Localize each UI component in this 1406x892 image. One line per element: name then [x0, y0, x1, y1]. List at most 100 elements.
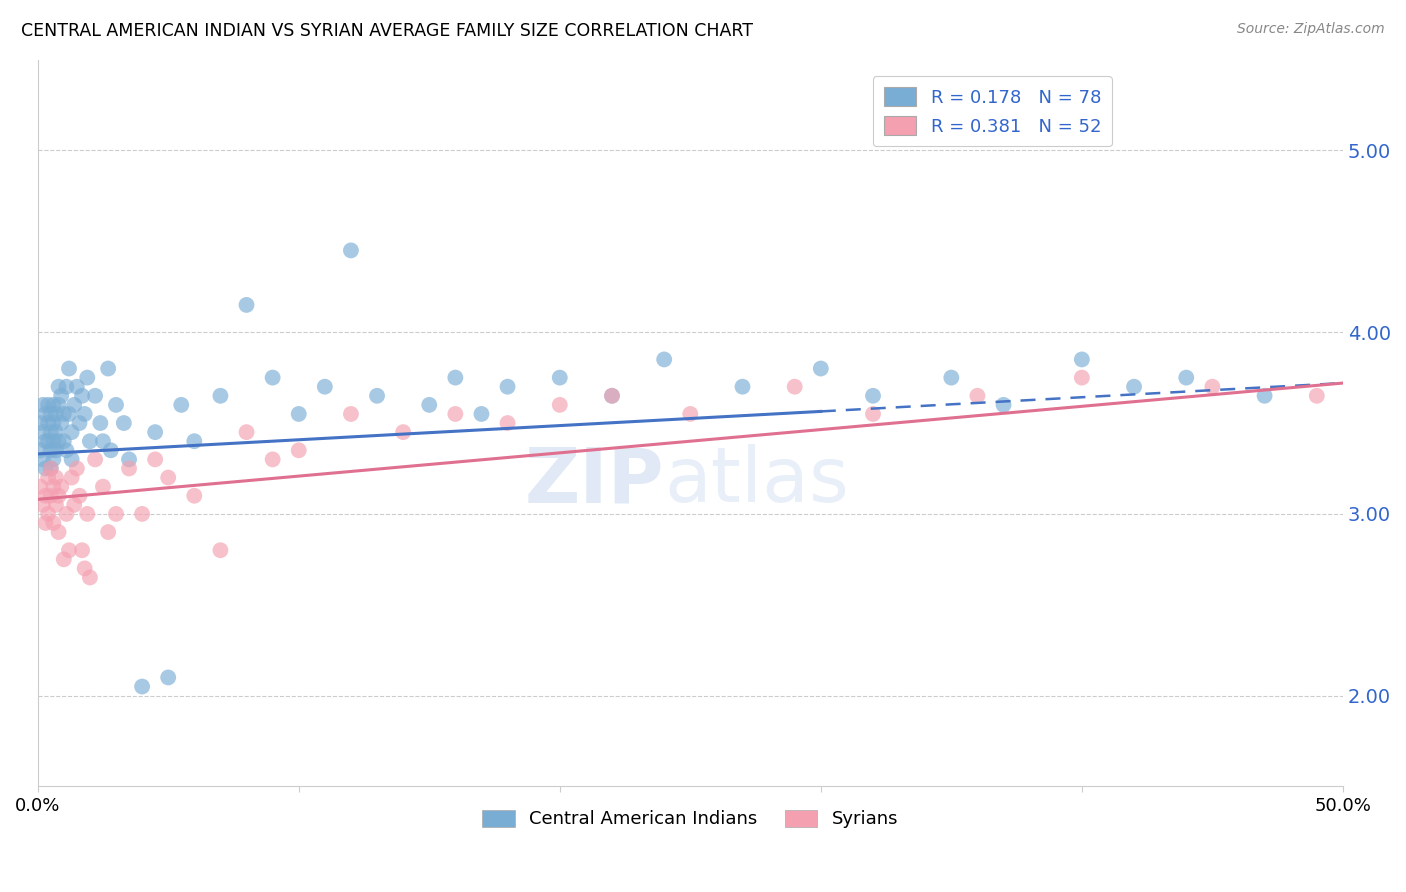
Point [209, 389, 232, 403]
Point [48, 398, 70, 412]
Point [314, 380, 336, 394]
Point [470, 407, 492, 421]
Point [170, 398, 193, 412]
Point [1253, 389, 1275, 403]
Point [287, 443, 309, 458]
Point [84, 389, 107, 403]
Point [131, 507, 153, 521]
Point [600, 389, 623, 403]
Point [548, 398, 571, 412]
Point [262, 452, 284, 467]
Point [34, 434, 56, 449]
Point [97, 524, 120, 539]
Point [1123, 380, 1146, 394]
Text: CENTRAL AMERICAN INDIAN VS SYRIAN AVERAGE FAMILY SIZE CORRELATION CHART: CENTRAL AMERICAN INDIAN VS SYRIAN AVERAG… [21, 22, 754, 40]
Point [235, 425, 257, 439]
Point [60, 425, 83, 439]
Point [45, 470, 67, 484]
Point [63, 498, 86, 512]
Point [131, 680, 153, 694]
Point [39, 461, 62, 475]
Point [183, 434, 205, 449]
Point [37, 470, 59, 484]
Point [55, 443, 77, 458]
Point [1201, 380, 1223, 394]
Point [51, 416, 73, 430]
Point [51, 389, 73, 403]
Point [42, 516, 65, 530]
Point [366, 389, 388, 403]
Point [76, 370, 98, 384]
Point [91, 434, 114, 449]
Point [48, 380, 70, 394]
Point [444, 407, 467, 421]
Point [76, 507, 98, 521]
Point [48, 489, 70, 503]
Point [112, 416, 135, 430]
Point [100, 443, 122, 458]
Point [600, 389, 623, 403]
Point [45, 498, 67, 512]
Point [1175, 370, 1198, 384]
Point [70, 389, 93, 403]
Point [79, 570, 101, 584]
Point [118, 461, 141, 475]
Point [84, 452, 107, 467]
Point [105, 507, 128, 521]
Point [73, 561, 96, 575]
Point [79, 434, 101, 449]
Point [42, 416, 65, 430]
Point [392, 425, 415, 439]
Point [37, 416, 59, 430]
Point [30, 416, 52, 430]
Point [52, 407, 75, 421]
Point [97, 361, 120, 376]
Point [39, 443, 62, 458]
Legend: Central American Indians, Syrians: Central American Indians, Syrians [475, 802, 905, 836]
Point [966, 389, 988, 403]
Point [1070, 370, 1092, 384]
Point [183, 489, 205, 503]
Point [862, 407, 884, 421]
Point [63, 398, 86, 412]
Point [143, 425, 166, 439]
Point [731, 380, 754, 394]
Point [45, 407, 67, 421]
Point [55, 507, 77, 521]
Point [262, 370, 284, 384]
Point [39, 407, 62, 421]
Point [143, 452, 166, 467]
Point [1306, 389, 1329, 403]
Point [548, 370, 571, 384]
Point [993, 398, 1015, 412]
Point [32, 452, 55, 467]
Point [52, 552, 75, 566]
Point [39, 425, 62, 439]
Text: Source: ZipAtlas.com: Source: ZipAtlas.com [1237, 22, 1385, 37]
Point [42, 452, 65, 467]
Point [30, 480, 52, 494]
Point [69, 489, 91, 503]
Point [45, 443, 67, 458]
Point [66, 380, 89, 394]
Point [58, 543, 80, 558]
Point [1070, 352, 1092, 367]
Point [60, 452, 83, 467]
Point [34, 461, 56, 475]
Point [209, 543, 232, 558]
Point [51, 480, 73, 494]
Point [810, 361, 832, 376]
Point [30, 443, 52, 458]
Point [32, 425, 55, 439]
Point [34, 407, 56, 421]
Text: atlas: atlas [664, 444, 849, 518]
Point [48, 524, 70, 539]
Point [783, 380, 806, 394]
Point [42, 434, 65, 449]
Text: ZIP: ZIP [524, 444, 664, 518]
Point [60, 470, 83, 484]
Point [118, 452, 141, 467]
Point [42, 480, 65, 494]
Point [39, 489, 62, 503]
Point [66, 461, 89, 475]
